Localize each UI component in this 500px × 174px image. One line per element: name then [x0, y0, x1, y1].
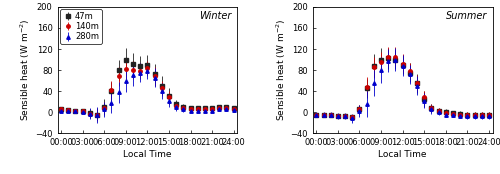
- Text: Summer: Summer: [446, 11, 487, 21]
- X-axis label: Local Time: Local Time: [123, 150, 172, 159]
- Text: Winter: Winter: [200, 11, 232, 21]
- Legend: 47m, 140m, 280m: 47m, 140m, 280m: [60, 9, 102, 44]
- X-axis label: Local Time: Local Time: [378, 150, 427, 159]
- Y-axis label: Sensible heat (W m$^{-2}$): Sensible heat (W m$^{-2}$): [274, 19, 287, 121]
- Y-axis label: Sensible heat (W m$^{-2}$): Sensible heat (W m$^{-2}$): [19, 19, 32, 121]
